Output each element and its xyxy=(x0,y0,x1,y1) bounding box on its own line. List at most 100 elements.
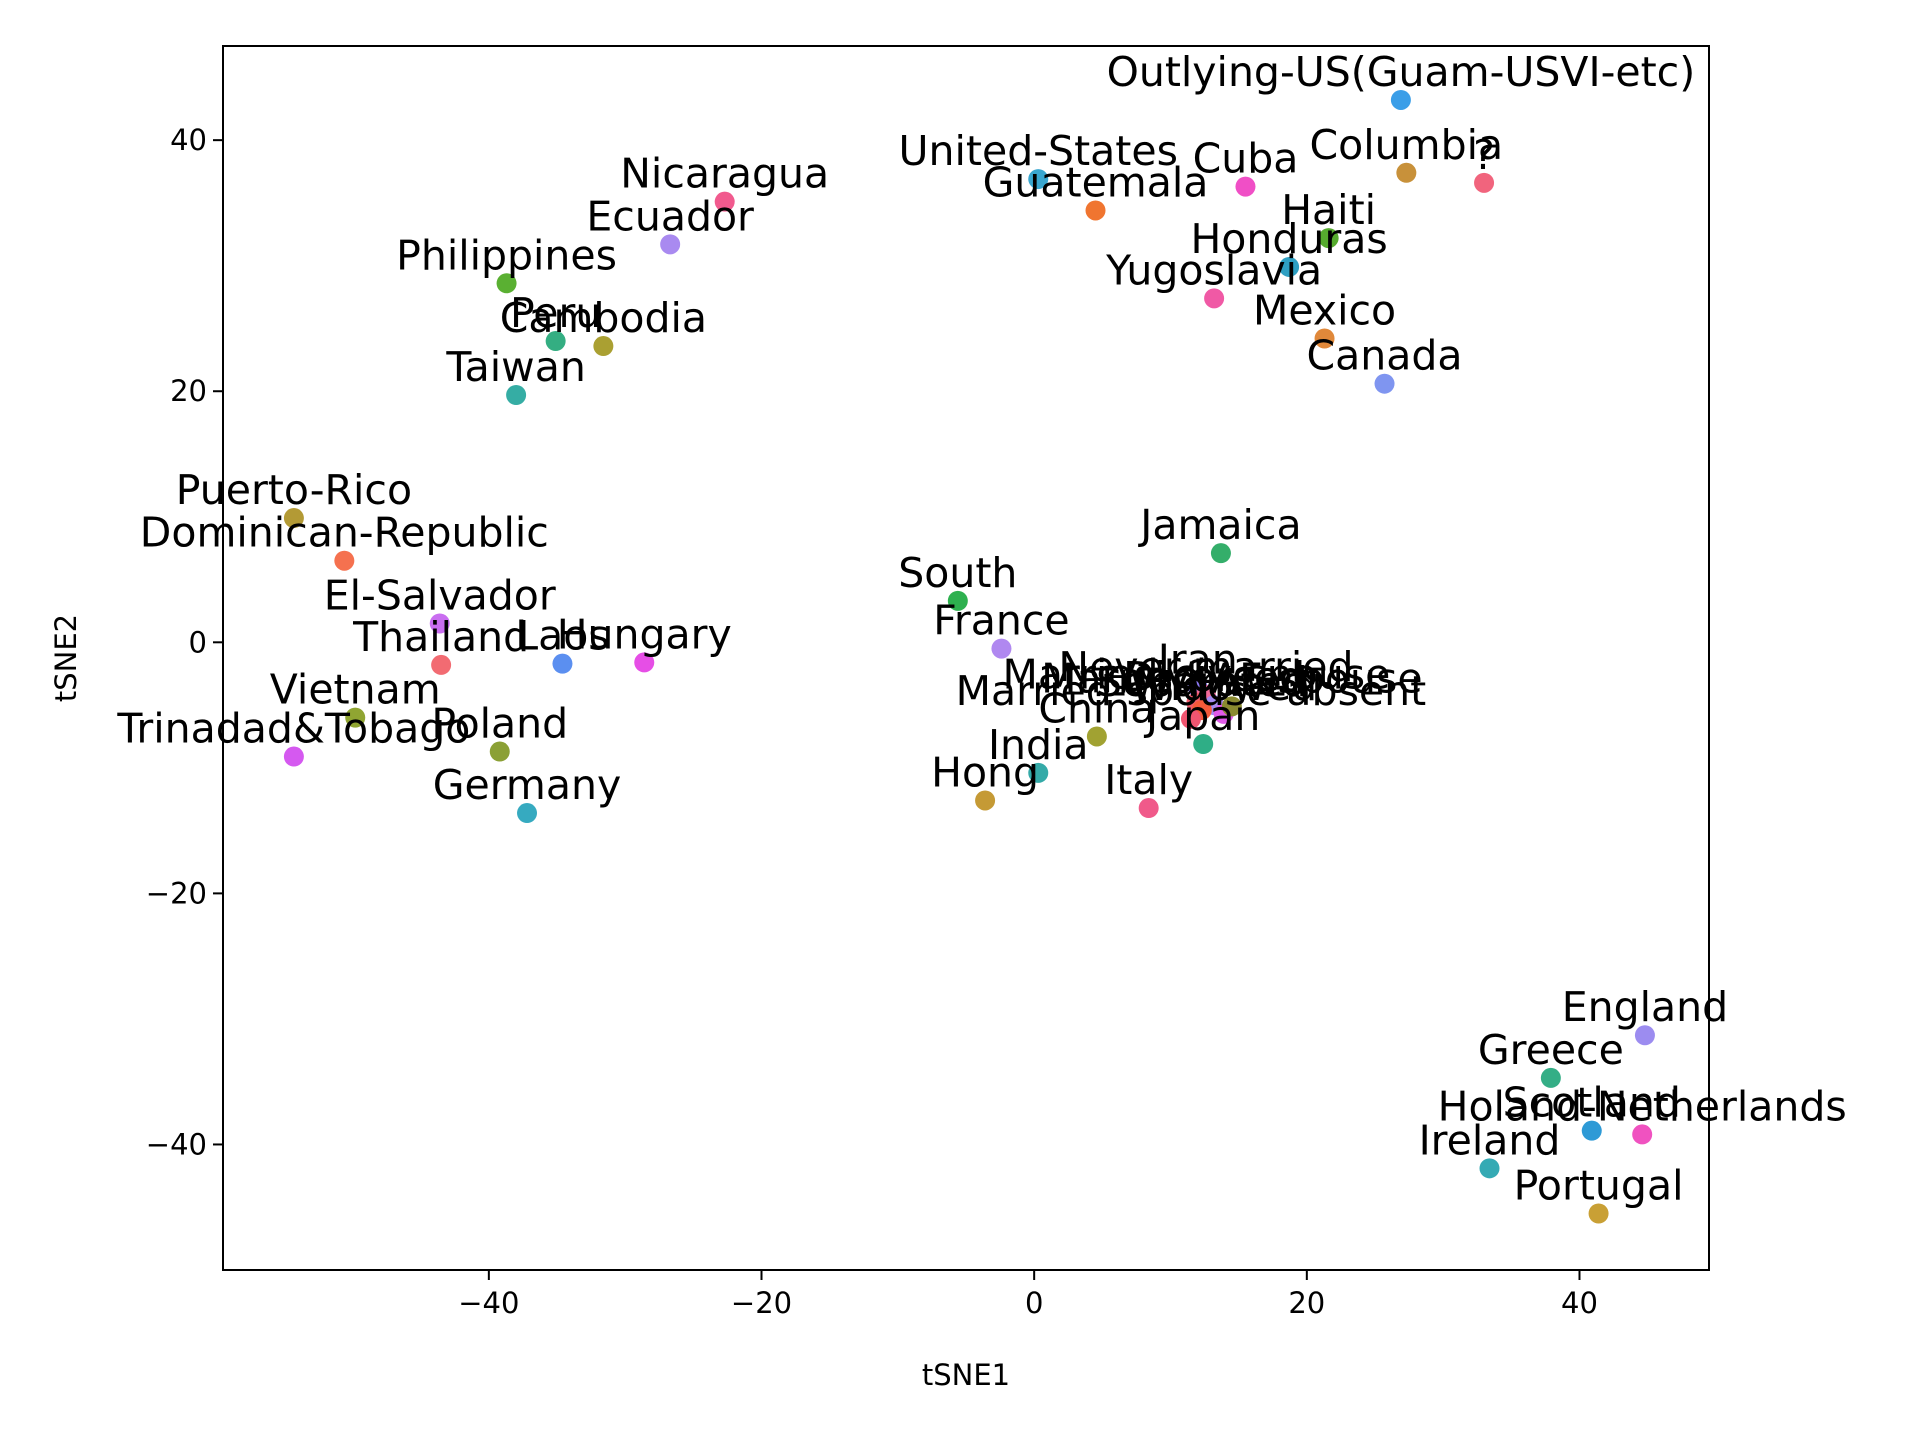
data-point xyxy=(1314,328,1335,349)
data-point xyxy=(1634,1025,1655,1046)
data-point xyxy=(1374,373,1395,394)
y-tick-label: −20 xyxy=(146,876,207,910)
point-label: Italy xyxy=(1104,756,1193,804)
point-label: ? xyxy=(1473,131,1495,179)
data-point xyxy=(283,508,304,529)
point-label: United-States xyxy=(899,127,1178,175)
data-point xyxy=(545,331,566,352)
data-point xyxy=(283,746,304,767)
point-label: Married-AF-spouse xyxy=(1041,654,1423,702)
data-point xyxy=(334,550,355,571)
point-label: Cuba xyxy=(1193,135,1299,183)
x-tick-label: −40 xyxy=(458,1286,519,1320)
data-point xyxy=(1221,696,1242,717)
point-label: Hungary xyxy=(557,610,732,658)
point-label: Nicaragua xyxy=(620,150,829,198)
point-label: Mexico xyxy=(1253,287,1396,335)
x-axis-ticks: −40 −20 0 20 40 xyxy=(458,1270,1598,1320)
y-axis-ticks: −40 −20 0 20 40 xyxy=(146,123,223,1161)
point-label: Taiwan xyxy=(445,343,585,391)
point-label: Poland xyxy=(431,700,568,748)
x-tick-label: −20 xyxy=(731,1286,792,1320)
data-point xyxy=(1028,169,1049,190)
data-point xyxy=(947,590,968,611)
point-label: Germany xyxy=(433,761,621,809)
x-tick-label: 20 xyxy=(1288,1286,1325,1320)
point-label: Vietnam xyxy=(270,666,441,714)
point-label: China xyxy=(1038,684,1155,732)
point-label: Philippines xyxy=(396,231,617,279)
data-point xyxy=(1588,1203,1609,1224)
point-label: Thailand xyxy=(352,613,529,661)
point-label: Dominican-Republic xyxy=(140,509,549,557)
data-points xyxy=(283,89,1655,1224)
data-point xyxy=(517,803,538,824)
point-label: Jamaica xyxy=(1137,501,1301,549)
point-label: Separated xyxy=(1096,658,1308,706)
data-point xyxy=(345,707,366,728)
point-label: Scotland xyxy=(1503,1079,1681,1127)
point-label: France xyxy=(933,597,1069,645)
data-point xyxy=(1632,1124,1653,1145)
point-label: Puerto-Rico xyxy=(176,466,412,514)
data-point xyxy=(431,654,452,675)
data-point xyxy=(506,384,527,405)
data-point xyxy=(552,653,573,674)
data-point xyxy=(660,234,681,255)
x-tick-label: 40 xyxy=(1561,1286,1598,1320)
point-label: Portugal xyxy=(1514,1162,1684,1210)
point-label: England xyxy=(1562,983,1728,1031)
point-label: Peru xyxy=(510,289,601,337)
x-tick-label: 0 xyxy=(1025,1286,1043,1320)
y-tick-label: 0 xyxy=(189,625,207,659)
data-point xyxy=(1390,89,1411,110)
point-label: Honduras xyxy=(1190,215,1387,263)
point-label: Divorced xyxy=(1123,653,1305,701)
data-point xyxy=(1085,200,1106,221)
data-point xyxy=(1204,288,1225,309)
point-label: El-Salvador xyxy=(324,571,556,619)
data-point xyxy=(593,336,614,357)
data-point xyxy=(496,273,517,294)
point-label: Greece xyxy=(1478,1026,1624,1074)
point-label: Iran xyxy=(1158,636,1238,684)
data-point xyxy=(429,613,450,634)
point-label: Outlying-US(Guam-USVI-etc) xyxy=(1107,48,1696,96)
point-label: Haiti xyxy=(1281,186,1376,234)
point-label: Canada xyxy=(1307,332,1463,380)
point-labels: Outlying-US(Guam-USVI-etc) United-States C… xyxy=(116,48,1846,1210)
data-point xyxy=(1474,172,1495,193)
point-label: Married-spouse-absent xyxy=(956,667,1427,715)
y-tick-label: 40 xyxy=(170,123,207,157)
data-point xyxy=(975,790,996,811)
data-point xyxy=(1279,256,1300,277)
point-label: Columbia xyxy=(1310,121,1504,169)
x-axis-title: tSNE1 xyxy=(922,1358,1010,1392)
point-label: India xyxy=(988,721,1089,769)
data-point xyxy=(1086,726,1107,747)
data-point xyxy=(991,638,1012,659)
point-label: Widowed xyxy=(1130,662,1317,710)
point-label: Guatemala xyxy=(983,158,1209,206)
data-point xyxy=(1540,1067,1561,1088)
data-point xyxy=(1138,798,1159,819)
data-point xyxy=(634,652,655,673)
y-tick-label: −40 xyxy=(146,1127,207,1161)
point-label: Hong xyxy=(931,748,1039,796)
plot-area-frame xyxy=(222,45,1710,1271)
point-label: Never-married xyxy=(1058,643,1353,691)
data-point xyxy=(1396,162,1417,183)
data-point xyxy=(1180,708,1201,729)
point-label: Japan xyxy=(1143,692,1260,740)
data-point xyxy=(1581,1120,1602,1141)
data-point xyxy=(714,191,735,212)
point-label: Trinadad&Tobago xyxy=(116,705,470,753)
data-point xyxy=(1479,1158,1500,1179)
point-label: Cambodia xyxy=(500,294,707,342)
point-label: South xyxy=(898,549,1017,597)
point-label: Ecuador xyxy=(586,192,754,240)
data-point xyxy=(1235,176,1256,197)
y-axis-title: tSNE2 xyxy=(49,614,83,702)
data-point xyxy=(1193,733,1214,754)
